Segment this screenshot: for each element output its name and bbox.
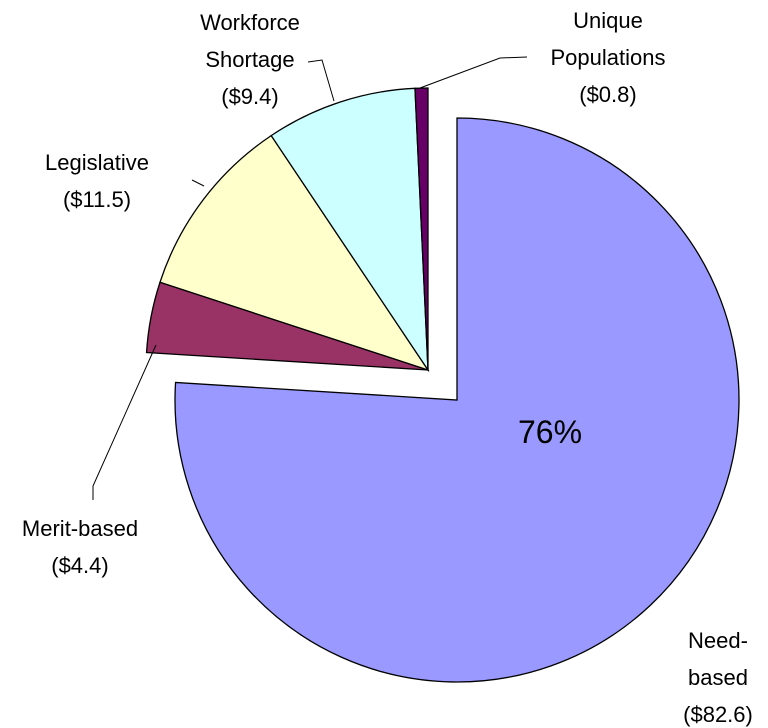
percent-label: 76% [518, 414, 583, 450]
value-label: ($82.6) [683, 702, 753, 727]
category-label: Legislative [45, 150, 149, 175]
leader-line [92, 344, 157, 500]
pie-slice [159, 134, 430, 372]
value-label: ($9.4) [221, 84, 279, 109]
leader-line [191, 179, 205, 187]
pie-slice [174, 117, 740, 683]
value-label: ($0.8) [579, 82, 637, 107]
category-label: Need-based [688, 628, 748, 690]
category-label: Workforce Shortage [200, 10, 300, 72]
slice-label: Need-based ($82.6) [673, 622, 763, 728]
slice-label: Unique Populations ($0.8) [533, 2, 683, 113]
value-label: ($4.4) [51, 553, 109, 578]
leader-line [307, 59, 335, 102]
category-label: Unique Populations [550, 8, 666, 70]
pie-slice [270, 87, 429, 373]
category-label: Merit-based [21, 516, 139, 541]
slice-label: Legislative ($11.5) [22, 144, 172, 218]
value-label: ($11.5) [62, 187, 132, 212]
slice-label: Merit-based ($4.4) [0, 510, 160, 584]
slice-label: Workforce Shortage ($9.4) [185, 4, 315, 115]
pie-slice [414, 87, 429, 371]
leader-line [419, 56, 528, 89]
leader-lines [92, 56, 528, 500]
